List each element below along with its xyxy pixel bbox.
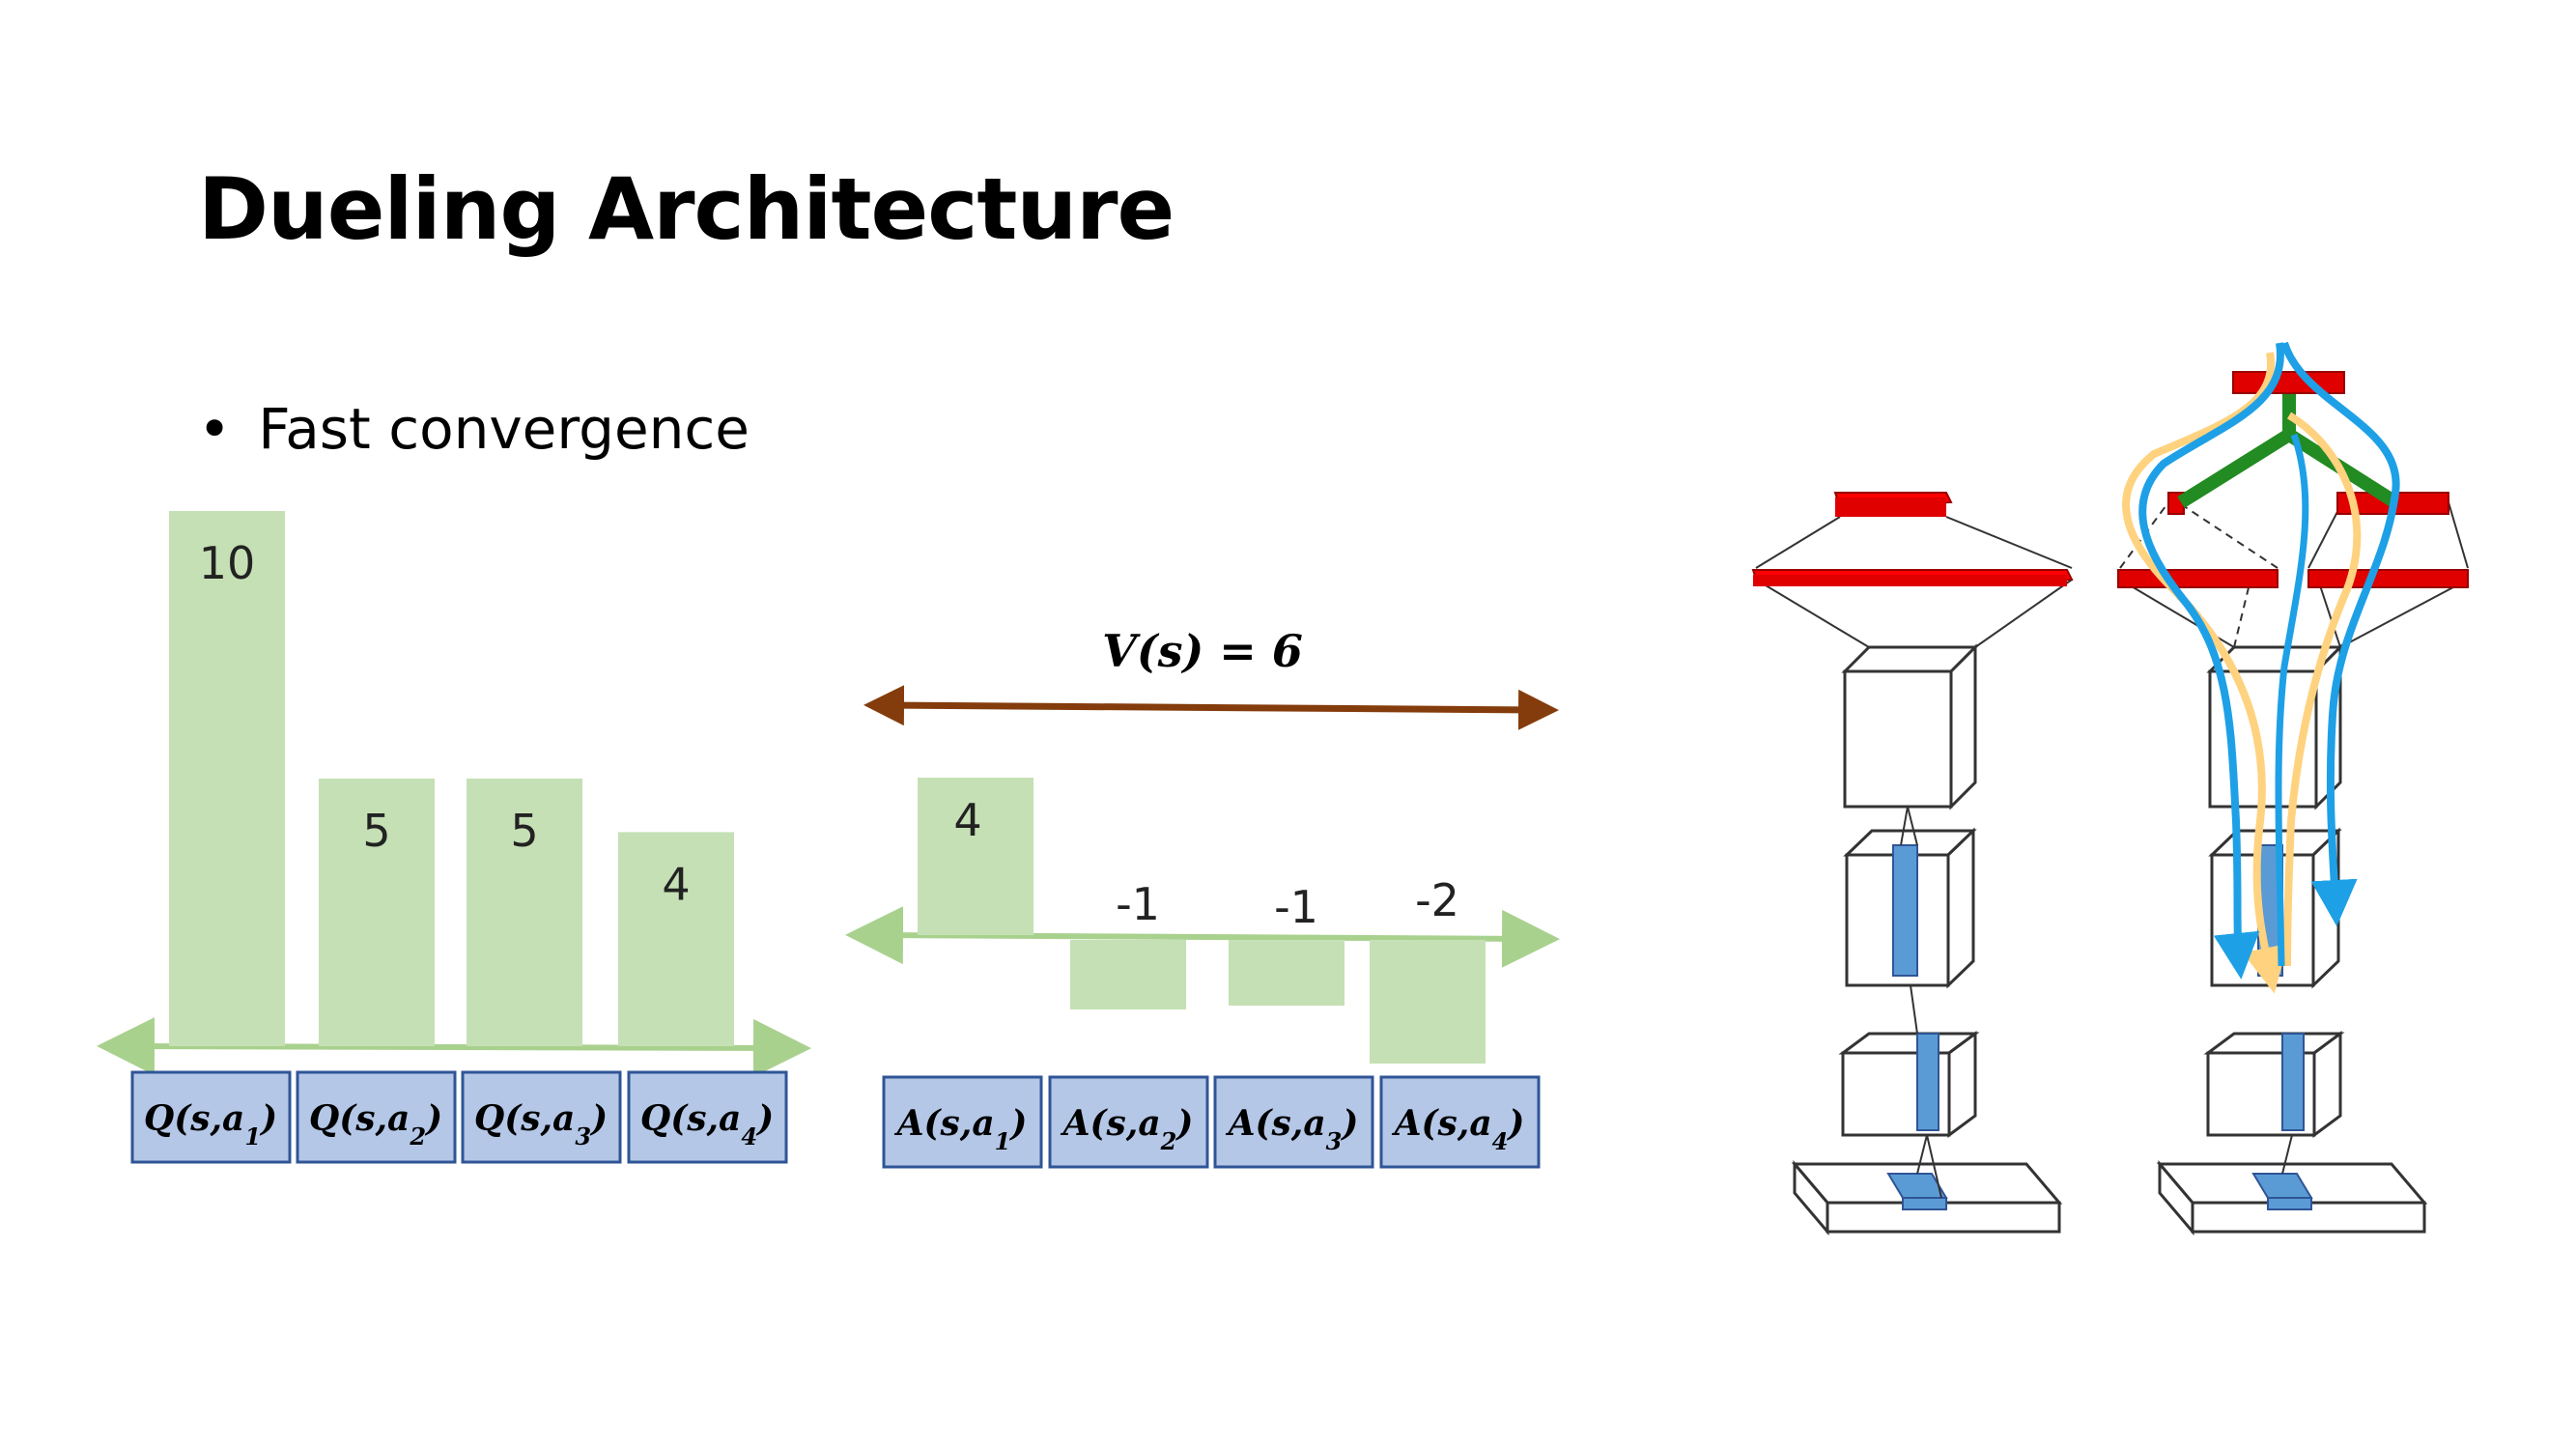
a-bar bbox=[1229, 940, 1345, 1006]
a-label-box bbox=[1048, 1075, 1209, 1169]
single-stream-network bbox=[1751, 492, 2074, 1236]
q-value-chart: 10 5 5 4 Q(s,a1) Q(s,a2) Q(s,a3) Q(s,a4) bbox=[97, 511, 811, 1164]
a-label: A(s,a2) bbox=[1061, 1103, 1194, 1155]
q-bar bbox=[169, 511, 285, 1046]
value-label: V(s) = 6 bbox=[1102, 625, 1303, 677]
advantage-chart: 4 -1 -1 -2 A(s,a1) A(s,a2) A(s,a3) A(s,a4) bbox=[845, 778, 1560, 1169]
value-stream-fc bbox=[2117, 569, 2279, 588]
q-label: Q(s,a2) bbox=[309, 1098, 442, 1151]
q-label-box bbox=[627, 1070, 788, 1164]
a-bar bbox=[1370, 940, 1486, 1064]
a-axis bbox=[845, 906, 1560, 968]
q-output-layer bbox=[2232, 371, 2345, 394]
a-bar-value-label: -1 bbox=[1116, 878, 1160, 930]
gradient-path-blue bbox=[2138, 342, 2284, 980]
a-bar-value-label: -1 bbox=[1274, 881, 1318, 933]
a-label: A(s,a4) bbox=[1392, 1103, 1525, 1155]
slide-title: Dueling Architecture bbox=[198, 159, 1175, 259]
q-label: Q(s,a1) bbox=[144, 1098, 277, 1151]
a-label: A(s,a1) bbox=[894, 1103, 1028, 1155]
conv-cube-1 bbox=[1843, 669, 1953, 809]
a-bar bbox=[1070, 940, 1186, 1009]
q-axis bbox=[97, 1017, 811, 1077]
dueling-network bbox=[2117, 341, 2469, 1236]
a-bar bbox=[918, 778, 1033, 935]
bullet-dot: • bbox=[198, 396, 232, 462]
value-annotation: V(s) = 6 bbox=[863, 625, 1559, 730]
q-label-box bbox=[296, 1070, 457, 1164]
a-label-box bbox=[882, 1075, 1043, 1169]
a-label-box bbox=[1213, 1075, 1374, 1169]
q-bar bbox=[467, 779, 582, 1046]
q-bar bbox=[618, 832, 734, 1046]
value-range-arrow bbox=[863, 685, 1559, 730]
q-bar-value-label: 4 bbox=[662, 858, 690, 910]
q-bar-value-label: 10 bbox=[199, 537, 256, 589]
q-label-box bbox=[130, 1070, 292, 1164]
bullet-item: • Fast convergence bbox=[198, 396, 750, 462]
q-bar-value-label: 5 bbox=[510, 805, 538, 857]
q-bar bbox=[319, 779, 435, 1046]
q-label-box bbox=[461, 1070, 622, 1164]
advantage-stream-fc bbox=[2307, 569, 2469, 588]
q-label: Q(s,a4) bbox=[640, 1098, 774, 1151]
bullet-text: Fast convergence bbox=[258, 396, 750, 462]
q-bar-value-label: 5 bbox=[362, 805, 390, 857]
a-label-box bbox=[1379, 1075, 1541, 1169]
q-label: Q(s,a3) bbox=[474, 1098, 608, 1151]
a-bar-value-label: -2 bbox=[1415, 874, 1459, 926]
a-label: A(s,a3) bbox=[1226, 1103, 1359, 1155]
a-bar-value-label: 4 bbox=[953, 794, 981, 846]
